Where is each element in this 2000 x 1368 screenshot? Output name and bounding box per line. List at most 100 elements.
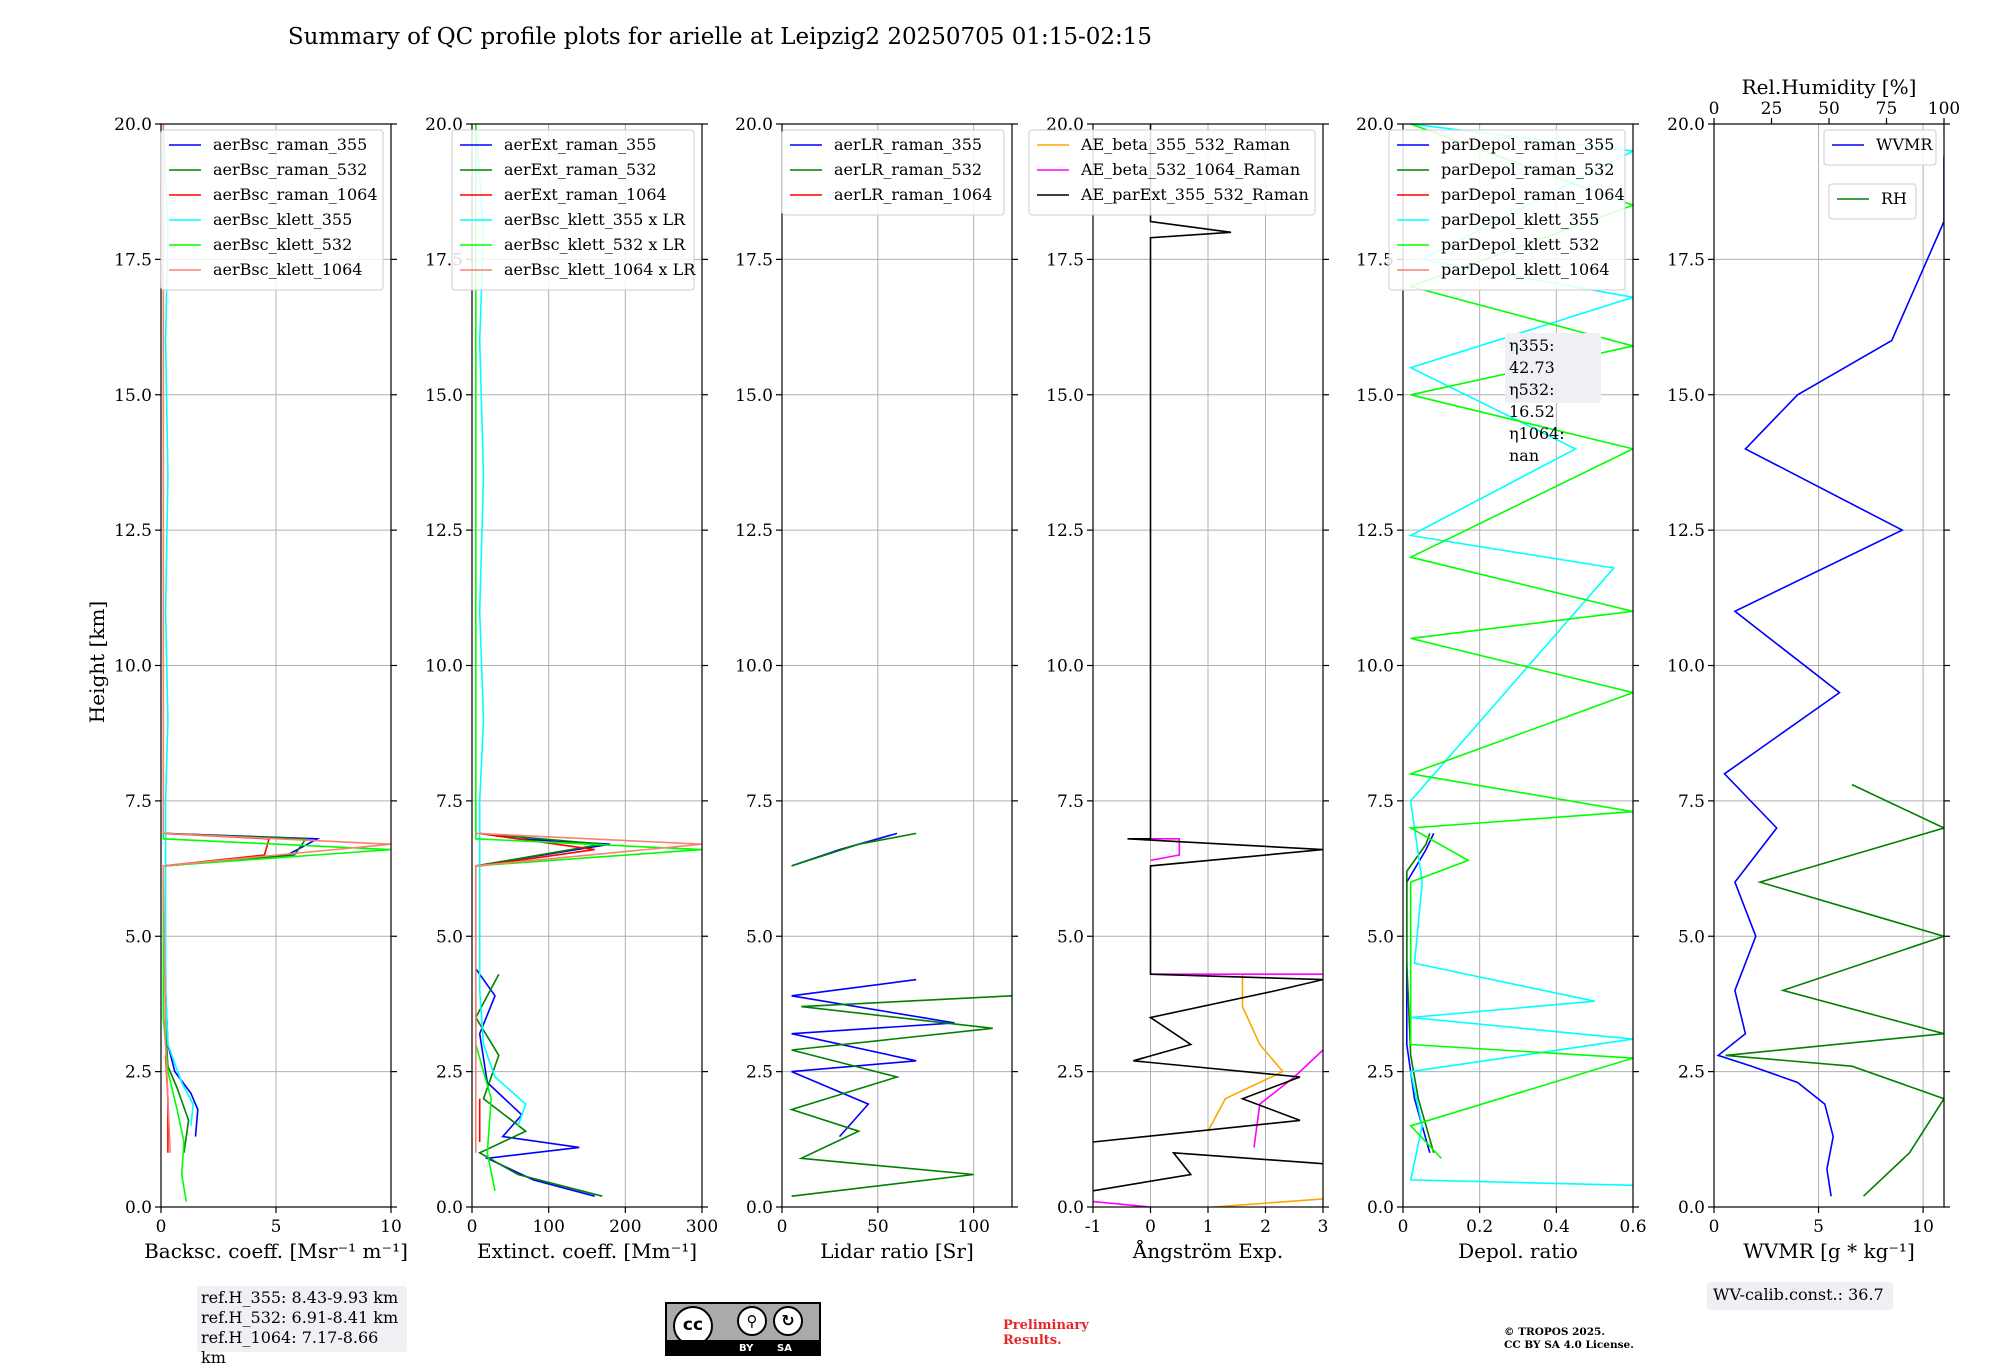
xtick-label: 3 [1318,1217,1329,1237]
series-line-parDepol_raman_532 [1406,833,1435,1154]
ytick-label: 2.5 [436,1063,463,1083]
y-axis-label: Height [km] [85,601,109,723]
x-axis-label-extinction: Extinct. coeff. [Mm⁻¹] [477,1239,697,1263]
cc-by-sa-license-badge: cc ⚲ ↻ BY SA [665,1302,821,1356]
legend-label-parDepol_raman_355: parDepol_raman_355 [1441,135,1614,154]
share-alike-icon: ↻ [773,1306,803,1336]
wv-calib-label: WV-calib.const.: 36.7 [1713,1285,1884,1304]
ytick-label: 10.0 [1667,657,1705,677]
legend-label-AE_beta_532_1064_Raman: AE_beta_532_1064_Raman [1080,160,1300,179]
ytick-label: 20.0 [114,115,152,135]
series-group-wvmr_rh [1716,156,1944,1197]
xtick-label: 0 [1709,1217,1720,1237]
legend-label-parDepol_klett_1064: parDepol_klett_1064 [1441,260,1610,279]
panels-group: 0.02.55.07.510.012.515.017.520.00 5 10Back… [114,75,1960,1263]
legend-depolarization: parDepol_raman_355 parDepol_raman_532 parD… [1388,129,1626,291]
panel-lidar_ratio: 0.0 2.5 5.0 7.5 10.0 12.5 15.0 17.5 20.0 0 50 100Li… [735,115,1018,1263]
xtick-label: 1 [1203,1217,1214,1237]
series-line-aerBsc_klett_355 [162,124,195,1126]
legend-label-aerBsc_klett_1064 x LR: aerBsc_klett_1064 x LR [504,260,696,279]
panel-angstrom: 0.02.55.07.510.012.515.017.520.0-1 0 1 2 3Ån… [1028,115,1329,1263]
ytick-label: 12.5 [114,521,152,541]
ytick-label: 0.0 [1367,1198,1394,1218]
ytick-label: 10.0 [1356,657,1394,677]
series-line-aerBsc_klett_355 x LR [475,124,527,1127]
ytick-label: 15.0 [114,386,152,406]
ytick-label: 15.0 [735,386,773,406]
xtick-label: 2 [1260,1217,1271,1237]
series-line-aerLR_raman_532 [788,832,1012,1197]
ytick-label: 7.5 [436,792,463,812]
legend-label-aerBsc_klett_532: aerBsc_klett_532 [213,235,352,254]
series-line-aerBsc_klett_1064 x LR [475,832,702,1153]
eta-1064: η1064: nan [1509,424,1565,465]
ref-height-532: ref.H_532: 6.91-8.41 km [201,1308,399,1327]
x2tick-label: 25 [1761,99,1783,119]
ytick-label: 12.5 [735,521,773,541]
ytick-label: 2.5 [1057,1063,1084,1083]
ytick-label: 15.0 [1046,386,1084,406]
ytick-label: 2.5 [1678,1063,1705,1083]
license-by-text: BY [739,1343,754,1354]
ref-height-1064: ref.H_1064: 7.17-8.66 km [201,1328,379,1367]
x-axis-label-depolarization: Depol. ratio [1458,1239,1578,1263]
legend-label-aerExt_raman_355: aerExt_raman_355 [504,135,657,154]
legend-lidar_ratio: aerLR_raman_355 aerLR_raman_532 aerLR_rama… [781,129,1005,216]
xtick-label: -1 [1085,1217,1102,1237]
legend-wvmr_rh: WVMR [1823,129,1937,166]
ytick-label: 20.0 [1356,115,1394,135]
xtick-label: 0.2 [1466,1217,1493,1237]
x2-axis-label-wvmr_rh: Rel.Humidity [%] [1742,75,1917,99]
legend-label-aerExt_raman_1064: aerExt_raman_1064 [504,185,667,204]
x-axis-label-backscatter: Backsc. coeff. [Msr⁻¹ m⁻¹] [144,1239,408,1263]
legend-label-parDepol_klett_355: parDepol_klett_355 [1441,210,1599,229]
x2tick-label: 0 [1709,99,1720,119]
ref-heights-box: ref.H_355: 8.43-9.93 km ref.H_532: 6.91-… [197,1286,407,1367]
legend-frame [1823,129,1937,166]
series-line-AE_beta_532_1064_Raman [1093,838,1323,1207]
series-line-parDepol_klett_355 [1408,124,1633,1187]
ytick-label: 10.0 [1046,657,1084,677]
series-line-aerExt_raman_1064 [478,832,595,1142]
legend-frame [1028,129,1316,216]
cc-logo-icon: cc [673,1306,713,1346]
series-line-aerLR_raman_355 [791,832,955,1138]
legend-angstrom: AE_beta_355_532_Raman AE_beta_532_1064_Ra… [1028,129,1316,216]
xtick-label: 0 [156,1217,167,1237]
legend-label-parDepol_klett_532: parDepol_klett_532 [1441,235,1599,254]
xtick-label: 0.6 [1619,1217,1646,1237]
ytick-label: 0.0 [436,1198,463,1218]
ytick-label: 5.0 [1367,927,1394,947]
figure-title: Summary of QC profile plots for arielle … [288,24,1152,50]
eta-box: η355: 42.73 η532: 16.52 η1064: nan [1505,333,1601,465]
panel-wvmr_rh: 0.02.55.07.510.012.515.017.520.00 5 10WVMR… [1667,75,1960,1263]
series-line-RH [1725,783,1944,1197]
panel-backscatter: 0.0 2.5 5.0 7.5 10.0 12.5 15.0 17.5 20.0 0 5 10Back… [114,115,408,1263]
cc-logo-text: cc [682,1315,704,1335]
xtick-label: 10 [380,1217,402,1237]
legend-frame [160,129,384,291]
series-line-WVMR [1716,156,1944,1197]
ytick-label: 17.5 [1046,250,1084,270]
x-axis-label-wvmr_rh: WVMR [g * kg⁻¹] [1743,1239,1915,1263]
series-line-aerBsc_raman_355 [164,832,321,1137]
ytick-label: 12.5 [1356,521,1394,541]
ytick-label: 0.0 [125,1198,152,1218]
ytick-label: 17.5 [1667,250,1705,270]
ytick-label: 10.0 [114,657,152,677]
xtick-label: 10 [1912,1217,1934,1237]
ytick-label: 15.0 [1356,386,1394,406]
ytick-label: 15.0 [425,386,463,406]
legend-label-aerBsc_raman_532: aerBsc_raman_532 [213,160,367,179]
series-line-aerBsc_raman_532 [163,832,308,1153]
legend-extinction: aerExt_raman_355 aerExt_raman_532 aerExt_r… [451,129,696,291]
legend-label-aerBsc_klett_355: aerBsc_klett_355 [213,210,352,229]
xtick-label: 100 [532,1217,564,1237]
ytick-label: 7.5 [1367,792,1394,812]
legend-label-aerLR_raman_532: aerLR_raman_532 [834,160,982,179]
series-group-extinction [474,124,702,1197]
legend-label-aerBsc_raman_1064: aerBsc_raman_1064 [213,185,378,204]
ytick-label: 0.0 [1678,1198,1705,1218]
ytick-label: 7.5 [125,792,152,812]
